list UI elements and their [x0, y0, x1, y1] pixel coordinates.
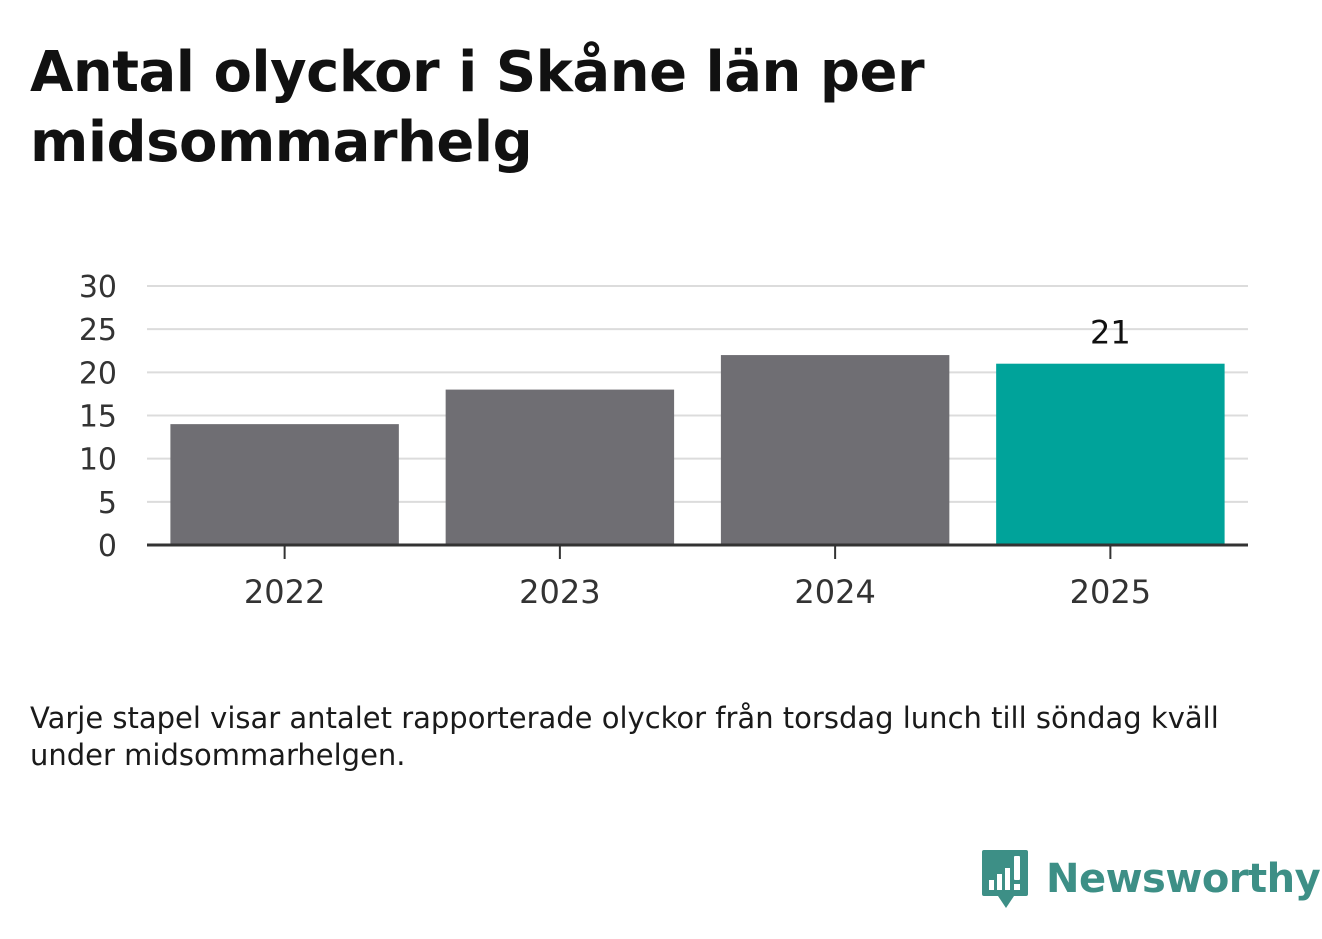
bars — [170, 355, 1225, 545]
y-axis-ticks: 0 5 10 15 20 25 30 — [79, 270, 117, 564]
x-tick-label-2023: 2023 — [519, 573, 600, 611]
bar-2024 — [720, 355, 950, 545]
brand-name: Newsworthy — [1046, 856, 1321, 902]
bar-2023 — [445, 389, 675, 545]
chart-note: Varje stapel visar antalet rapporterade … — [30, 701, 1219, 772]
newsworthy-logo: Newsworthy — [980, 848, 1321, 910]
y-tick-label-5: 5 — [98, 486, 117, 521]
y-tick-label-10: 10 — [79, 443, 117, 478]
x-tick-label-2025: 2025 — [1070, 573, 1151, 611]
y-tick-label-0: 0 — [98, 529, 117, 564]
bar-2025 — [996, 363, 1225, 545]
chat-bubble-bar-chart-icon — [982, 850, 1028, 908]
chart-title: Antal olyckor i Skåne län per midsommarh… — [30, 40, 925, 175]
y-tick-label-30: 30 — [79, 270, 117, 305]
data-labels: 21 — [1090, 314, 1131, 352]
x-axis-ticks: 2022 2023 2024 2025 — [244, 545, 1151, 611]
data-label-2025: 21 — [1090, 314, 1131, 352]
y-tick-label-15: 15 — [79, 400, 117, 435]
y-tick-label-20: 20 — [79, 356, 117, 391]
x-tick-label-2024: 2024 — [794, 573, 875, 611]
x-tick-label-2022: 2022 — [244, 573, 325, 611]
y-tick-label-25: 25 — [79, 313, 117, 348]
bar-2022 — [170, 424, 399, 545]
